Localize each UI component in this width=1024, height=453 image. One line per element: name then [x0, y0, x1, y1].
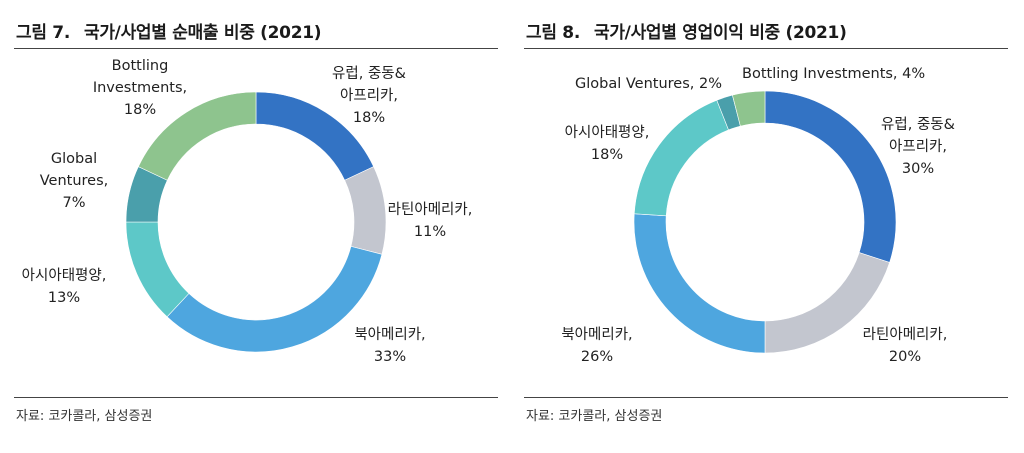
data-label-line: Global	[51, 151, 97, 167]
slice-label-라틴아메리카: 라틴아메리카, 20%	[863, 326, 948, 365]
data-label-line: 아시아태평양,	[22, 267, 107, 284]
slice-bottling-investments	[137, 91, 257, 181]
data-label-line: 아프리카,	[889, 138, 947, 155]
source-note: 자료: 코카콜라, 삼성증권	[16, 409, 153, 424]
data-label-line: 33%	[374, 349, 406, 365]
chart-panel-revenue: 그림 7. 국가/사업별 순매출 비중 (2021) 유럽, 중동& 아프리카, 18…	[14, 0, 498, 453]
slice-label-bottling-investments: Bottling Investments, 4%	[742, 66, 925, 82]
data-label-line: 7%	[62, 195, 85, 211]
slice-북아메리카	[633, 213, 766, 354]
top-rule	[524, 48, 1008, 49]
slice-label-bottling-investments: Bottling Investments, 18%	[93, 58, 187, 118]
data-label-line: 라틴아메리카,	[863, 326, 948, 343]
slice-북아메리카	[166, 246, 383, 353]
data-label-line: Ventures,	[40, 173, 109, 189]
data-label-line: 26%	[581, 349, 613, 365]
data-label-line: 북아메리카,	[561, 326, 632, 343]
donut-chart-operating-income: 유럽, 중동&아프리카, 30% 라틴아메리카, 20% 북아메리카, 26% 아시아태평양…	[561, 66, 955, 365]
source-note: 자료: 코카콜라, 삼성증권	[526, 409, 663, 424]
bottom-rule	[14, 397, 498, 398]
slice-유럽-중동-아프리카	[255, 91, 375, 181]
slice-label-global-ventures: Global Ventures, 2%	[575, 76, 722, 92]
slice-아시아태평양	[633, 99, 729, 217]
data-label-line: 유럽, 중동&	[881, 116, 955, 133]
data-label-line: 18%	[124, 102, 156, 118]
slice-label-아시아태평양: 아시아태평양, 18%	[565, 124, 650, 163]
figure-title: 그림 7. 국가/사업별 순매출 비중 (2021)	[16, 18, 322, 43]
slice-라틴아메리카	[344, 166, 387, 255]
figure-caption: 국가/사업별 순매출 비중 (2021)	[84, 23, 322, 43]
data-label-line: 유럽, 중동&	[332, 65, 406, 82]
slice-label-유럽-중동-아프리카: 유럽, 중동&아프리카, 30%	[881, 116, 955, 177]
figure-number: 그림 8.	[526, 23, 580, 43]
data-label-line: 20%	[889, 349, 921, 365]
data-label-line: Bottling	[112, 58, 169, 74]
data-label-line: 라틴아메리카,	[388, 201, 473, 218]
data-label-line: Global Ventures, 2%	[575, 76, 722, 92]
top-rule	[14, 48, 498, 49]
data-label-line: 아프리카,	[340, 87, 398, 104]
donut-chart-revenue: 유럽, 중동&아프리카, 18% 라틴아메리카, 11% 북아메리카, 33% 아시아태평양…	[22, 58, 473, 365]
slice-label-북아메리카: 북아메리카, 26%	[561, 326, 632, 365]
slice-label-북아메리카: 북아메리카, 33%	[354, 326, 425, 365]
slice-아시아태평양	[125, 221, 190, 318]
slice-label-global-ventures: Global Ventures, 7%	[40, 151, 109, 211]
figure-caption: 국가/사업별 영업이익 비중 (2021)	[594, 23, 847, 43]
data-label-line: 북아메리카,	[354, 326, 425, 343]
data-label-line: 18%	[591, 147, 623, 163]
slice-유럽-중동-아프리카	[764, 90, 897, 263]
data-label-line: Bottling Investments, 4%	[742, 66, 925, 82]
slice-label-유럽-중동-아프리카: 유럽, 중동&아프리카, 18%	[332, 65, 406, 126]
figure-number: 그림 7.	[16, 23, 70, 43]
data-label-line: 13%	[48, 290, 80, 306]
figure-title: 그림 8. 국가/사업별 영업이익 비중 (2021)	[526, 18, 847, 43]
slice-bottling-investments	[732, 90, 766, 127]
slice-label-아시아태평양: 아시아태평양, 13%	[22, 267, 107, 306]
bottom-rule	[524, 397, 1008, 398]
data-label-line: Investments,	[93, 80, 187, 96]
data-label-line: 30%	[902, 161, 934, 177]
data-label-line: 아시아태평양,	[565, 124, 650, 141]
chart-panel-operating-income: 그림 8. 국가/사업별 영업이익 비중 (2021) 유럽, 중동& 아프리카, 3…	[524, 0, 1008, 453]
data-label-line: 11%	[414, 224, 446, 240]
slice-label-라틴아메리카: 라틴아메리카, 11%	[388, 201, 473, 240]
data-label-line: 18%	[353, 110, 385, 126]
